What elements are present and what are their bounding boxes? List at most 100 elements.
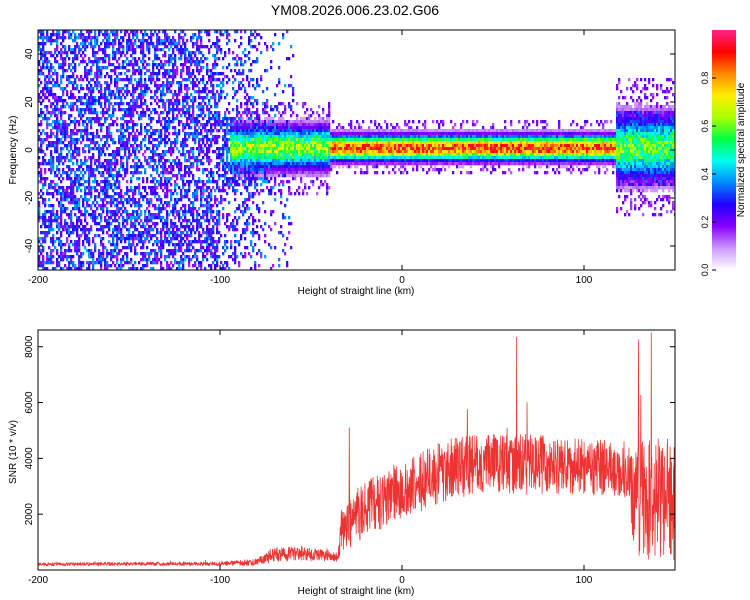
heatmap-cell bbox=[182, 111, 185, 115]
heatmap-cell bbox=[158, 57, 161, 61]
heatmap-cell bbox=[140, 252, 143, 256]
heatmap-cell bbox=[258, 207, 261, 211]
heatmap-cell bbox=[40, 174, 43, 178]
heatmap-cell bbox=[186, 93, 189, 97]
heatmap-cell bbox=[272, 141, 275, 145]
heatmap-cell bbox=[126, 51, 129, 55]
heatmap-cell bbox=[250, 177, 253, 181]
heatmap-cell bbox=[74, 144, 77, 148]
heatmap-cell bbox=[188, 156, 191, 160]
heatmap-cell bbox=[86, 237, 89, 241]
heatmap-cell bbox=[82, 252, 85, 256]
heatmap-cell bbox=[154, 177, 157, 181]
heatmap-cell bbox=[104, 159, 107, 163]
heatmap-cell bbox=[200, 66, 203, 70]
heatmap-cell bbox=[180, 72, 183, 76]
heatmap-cell bbox=[238, 162, 241, 166]
heatmap-cell bbox=[170, 141, 173, 145]
heatmap-cell bbox=[82, 231, 85, 235]
heatmap-cell bbox=[196, 219, 199, 223]
heatmap-cell bbox=[192, 264, 195, 268]
heatmap-cell bbox=[88, 144, 91, 148]
heatmap-cell bbox=[208, 159, 211, 163]
heatmap-cell bbox=[204, 90, 207, 94]
heatmap-cell bbox=[224, 123, 227, 127]
heatmap-cell bbox=[222, 216, 225, 220]
heatmap-cell bbox=[82, 78, 85, 82]
heatmap-cell bbox=[120, 117, 123, 121]
heatmap-cell bbox=[60, 267, 63, 270]
heatmap-cell bbox=[234, 153, 237, 157]
heatmap-cell bbox=[164, 177, 167, 181]
heatmap-cell bbox=[42, 129, 45, 133]
heatmap-cell bbox=[106, 141, 109, 145]
heatmap-cell bbox=[226, 93, 229, 97]
heatmap-cell bbox=[188, 261, 191, 265]
heatmap-cell bbox=[60, 219, 63, 223]
heatmap-cell bbox=[64, 225, 67, 229]
heatmap-cell bbox=[44, 84, 47, 88]
heatmap-cell bbox=[208, 171, 211, 175]
heatmap-cell bbox=[68, 267, 71, 270]
heatmap-cell bbox=[234, 168, 237, 172]
heatmap-cell bbox=[212, 237, 215, 241]
heatmap-cell bbox=[116, 255, 119, 259]
heatmap-cell bbox=[92, 174, 95, 178]
heatmap-cell bbox=[176, 138, 179, 142]
heatmap-cell bbox=[256, 102, 259, 106]
heatmap-cell bbox=[228, 129, 231, 133]
heatmap-cell bbox=[170, 222, 173, 226]
heatmap-cell bbox=[194, 255, 197, 259]
heatmap-cell bbox=[144, 144, 147, 148]
heatmap-cell bbox=[216, 210, 219, 214]
heatmap-cell bbox=[48, 159, 51, 163]
heatmap-cell bbox=[240, 237, 243, 241]
heatmap-cell bbox=[130, 81, 133, 85]
heatmap-cell bbox=[164, 150, 167, 154]
heatmap-cell bbox=[256, 33, 259, 37]
heatmap-cell bbox=[214, 96, 217, 100]
heatmap-cell bbox=[98, 147, 101, 151]
heatmap-cell bbox=[254, 153, 257, 157]
heatmap-cell bbox=[76, 153, 79, 157]
heatmap-cell bbox=[192, 60, 195, 64]
heatmap-cell bbox=[156, 147, 159, 151]
heatmap-cell bbox=[72, 222, 75, 226]
heatmap-cell bbox=[100, 66, 103, 70]
heatmap-cell bbox=[84, 210, 87, 214]
heatmap-cell bbox=[102, 108, 105, 112]
heatmap-cell bbox=[134, 51, 137, 55]
heatmap-cell bbox=[84, 231, 87, 235]
heatmap-cell bbox=[130, 42, 133, 46]
heatmap-cell bbox=[216, 84, 219, 88]
heatmap-cell bbox=[182, 66, 185, 70]
heatmap-cell bbox=[96, 69, 99, 73]
heatmap-cell bbox=[222, 213, 225, 217]
heatmap-cell bbox=[92, 111, 95, 115]
heatmap-cell bbox=[46, 90, 49, 94]
heatmap-cell bbox=[130, 63, 133, 67]
heatmap-cell bbox=[62, 186, 65, 190]
heatmap-cell bbox=[122, 195, 125, 199]
heatmap-cell bbox=[164, 123, 167, 127]
heatmap-cell bbox=[168, 234, 171, 238]
heatmap-cell bbox=[214, 72, 217, 76]
heatmap-cell bbox=[246, 111, 249, 115]
heatmap-cell bbox=[176, 234, 179, 238]
heatmap-cell bbox=[204, 249, 207, 253]
heatmap-cell bbox=[120, 231, 123, 235]
heatmap-cell bbox=[76, 150, 79, 154]
heatmap-cell bbox=[248, 96, 251, 100]
heatmap-cell bbox=[240, 42, 243, 46]
heatmap-cell bbox=[128, 267, 131, 270]
heatmap-cell bbox=[84, 93, 87, 97]
heatmap-cell bbox=[106, 261, 109, 265]
heatmap-cell bbox=[242, 69, 245, 73]
heatmap-cell bbox=[56, 183, 59, 187]
heatmap-cell bbox=[210, 228, 213, 232]
heatmap-cell bbox=[218, 48, 221, 52]
heatmap-cell bbox=[176, 93, 179, 97]
heatmap-cell bbox=[192, 210, 195, 214]
heatmap-cell bbox=[86, 249, 89, 253]
heatmap-cell bbox=[226, 183, 229, 187]
